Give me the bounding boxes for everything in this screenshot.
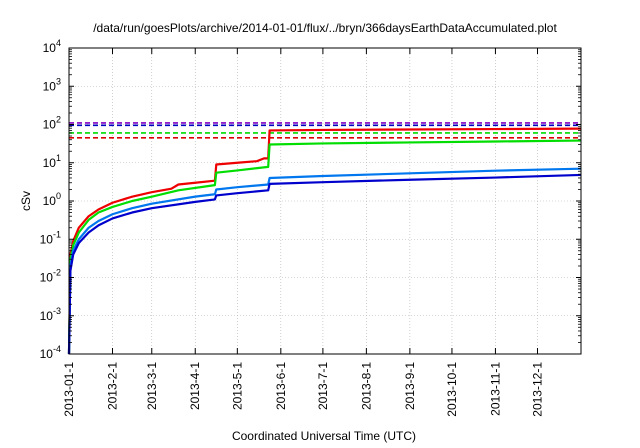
y-tick-label: 103	[43, 76, 61, 93]
y-tick-label: 100	[43, 191, 61, 208]
plot-frame	[68, 47, 582, 355]
y-tick-label: 102	[43, 115, 61, 132]
grid	[69, 47, 581, 355]
x-tick-label: 2013-4-1	[188, 362, 202, 410]
series-line	[67, 173, 582, 355]
series-line	[67, 139, 582, 355]
y-axis-label: cSv	[19, 191, 33, 211]
y-tick-label: 10-4	[40, 344, 61, 361]
reference-lines	[69, 122, 581, 139]
x-tick-label: 2013-10-1	[445, 362, 459, 417]
chart-title: /data/run/goesPlots/archive/2014-01-01/f…	[93, 21, 557, 35]
series-line	[67, 127, 582, 355]
x-tick-label: 2013-6-1	[274, 362, 288, 410]
x-tick-label: 2013-01-1	[62, 362, 76, 417]
y-tick-label: 10-1	[40, 229, 61, 246]
x-tick-label: 2013-2-1	[105, 362, 119, 410]
x-tick-label: 2013-8-1	[359, 362, 373, 410]
series-line	[67, 167, 582, 355]
y-tick-label: 104	[43, 38, 61, 55]
x-tick-label: 2013-3-1	[145, 362, 159, 410]
y-tick-label: 10-2	[40, 268, 61, 285]
axis-ticks: 10-4 10-3 10-2 10-1 100 101 102 103 104 2013-01-1…	[40, 38, 581, 417]
y-tick-label: 10-3	[40, 306, 61, 323]
x-axis-label: Coordinated Universal Time (UTC)	[232, 429, 416, 443]
x-tick-label: 2013-7-1	[316, 362, 330, 410]
x-tick-label: 2013-11-1	[488, 362, 502, 416]
x-tick-label: 2013-9-1	[403, 362, 417, 410]
x-tick-label: 2013-5-1	[230, 362, 244, 410]
series-lines	[67, 127, 582, 355]
y-tick-label: 101	[43, 153, 61, 170]
x-tick-label: 2013-12-1	[531, 362, 545, 417]
